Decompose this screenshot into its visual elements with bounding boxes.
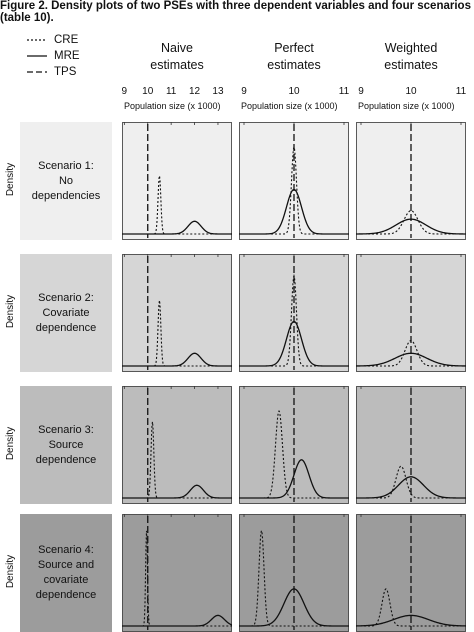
row-label-line: dependencies xyxy=(31,189,101,202)
mre-density-curve xyxy=(356,476,466,499)
density-panel-col3-row4 xyxy=(356,514,466,632)
row-label-scenario-1: Scenario 1: No dependencies xyxy=(20,122,112,240)
column-title-line: Weighted xyxy=(384,41,438,55)
x-tick-label: 13 xyxy=(212,86,224,97)
cre-density-curve xyxy=(122,300,232,367)
density-panel-col1-row1 xyxy=(122,122,232,240)
legend-swatch xyxy=(27,55,47,57)
row-label-line: No xyxy=(58,174,74,187)
legend-label: CRE xyxy=(54,34,79,46)
row-label-line: Covariate xyxy=(42,306,90,319)
row-label-scenario-3: Scenario 3: Source dependence xyxy=(20,386,112,504)
caption-line-1: Figure 2. Density plots of two PSEs with… xyxy=(0,0,471,12)
x-tick-label: 9 xyxy=(121,86,128,97)
density-panel-col3-row3 xyxy=(356,386,466,504)
figure-caption: Figure 2. Density plots of two PSEs with… xyxy=(0,0,474,24)
legend: CRE MRE TPS xyxy=(26,32,80,80)
density-panel-col2-row4 xyxy=(239,514,349,632)
row-label-line: Scenario 3: xyxy=(38,423,94,436)
x-axis-label: Population size (x 1000) xyxy=(241,101,338,111)
x-tick-label: 10 xyxy=(142,86,154,97)
density-panel-col3-row2 xyxy=(356,254,466,372)
column-title: Weighted estimates xyxy=(356,40,466,74)
x-tick-label: 11 xyxy=(165,86,177,97)
x-tick-label: 9 xyxy=(241,86,247,97)
mre-density-curve xyxy=(239,588,349,627)
density-panel-col1-row2 xyxy=(122,254,232,372)
legend-swatch xyxy=(27,71,47,73)
legend-label: TPS xyxy=(54,66,77,78)
density-panel-col3-row1 xyxy=(356,122,466,240)
mre-density-curve xyxy=(122,484,232,499)
x-tick-label: 10 xyxy=(288,86,300,97)
row-label-line: Source xyxy=(48,438,84,451)
column-title-line: estimates xyxy=(267,58,321,72)
column-title-line: Perfect xyxy=(274,41,314,55)
legend-item-mre: MRE xyxy=(26,48,80,64)
x-tick-label: 11 xyxy=(338,86,350,97)
row-label-text: Scenario 4: Source and covariate dependence xyxy=(36,543,97,603)
y-axis-label: Density xyxy=(5,294,17,329)
column-title: Perfect estimates xyxy=(239,40,349,74)
cre-density-curve xyxy=(356,340,466,367)
caption-line-2: (table 10). xyxy=(0,12,54,24)
row-label-line: covariate xyxy=(43,574,89,586)
density-panel-col2-row3 xyxy=(239,386,349,504)
mre-density-curve xyxy=(122,614,232,627)
panel-background xyxy=(122,122,232,240)
row-label-line: dependence xyxy=(35,453,97,466)
legend-item-tps: TPS xyxy=(26,64,80,80)
panel-background xyxy=(122,386,232,504)
y-axis-label: Density xyxy=(5,426,17,461)
column-title-line: estimates xyxy=(150,58,204,72)
cre-density-curve xyxy=(239,273,349,367)
row-label-line: dependence xyxy=(35,589,97,601)
column-title-line: Naive xyxy=(161,41,193,55)
density-panel-col2-row1 xyxy=(239,122,349,240)
mre-density-curve xyxy=(122,220,232,235)
legend-label: MRE xyxy=(54,50,80,62)
density-panel-col1-row3 xyxy=(122,386,232,504)
row-label-scenario-4: Scenario 4: Source and covariate dependence xyxy=(20,514,112,632)
row-label-line: Scenario 2: xyxy=(38,291,94,304)
x-tick-label: 11 xyxy=(455,86,467,97)
x-tick-label: 12 xyxy=(188,86,201,97)
row-label-line: dependence xyxy=(35,321,97,334)
x-tick-label: 9 xyxy=(358,86,364,97)
x-tick-label: 10 xyxy=(405,86,417,97)
panel-background xyxy=(122,514,232,632)
density-panel-col2-row2 xyxy=(239,254,349,372)
row-label-scenario-2: Scenario 2: Covariate dependence xyxy=(20,254,112,372)
density-panel-col1-row4 xyxy=(122,514,232,632)
y-axis-label: Density xyxy=(5,162,17,197)
panel-background xyxy=(122,254,232,372)
x-axis-label: Population size (x 1000) xyxy=(124,101,221,111)
column-title: Naive estimates xyxy=(122,40,232,74)
row-label-line: Source and xyxy=(37,559,95,571)
mre-density-curve xyxy=(356,218,466,235)
column-title-line: estimates xyxy=(384,58,438,72)
legend-item-cre: CRE xyxy=(26,32,80,48)
mre-density-curve xyxy=(356,352,466,367)
row-label-text: Scenario 1: No dependencies xyxy=(32,159,101,204)
row-label-text: Scenario 2: Covariate dependence xyxy=(36,291,97,336)
row-label-line: Scenario 1: xyxy=(38,159,94,172)
mre-density-curve xyxy=(239,188,349,235)
row-label-text: Scenario 3: Source dependence xyxy=(36,423,97,468)
y-axis-label: Density xyxy=(5,554,17,589)
x-axis-label: Population size (x 1000) xyxy=(358,101,455,111)
cre-density-curve xyxy=(239,409,349,499)
mre-density-curve xyxy=(356,614,466,627)
legend-swatch xyxy=(27,39,47,41)
row-label-line: Scenario 4: xyxy=(38,544,94,556)
